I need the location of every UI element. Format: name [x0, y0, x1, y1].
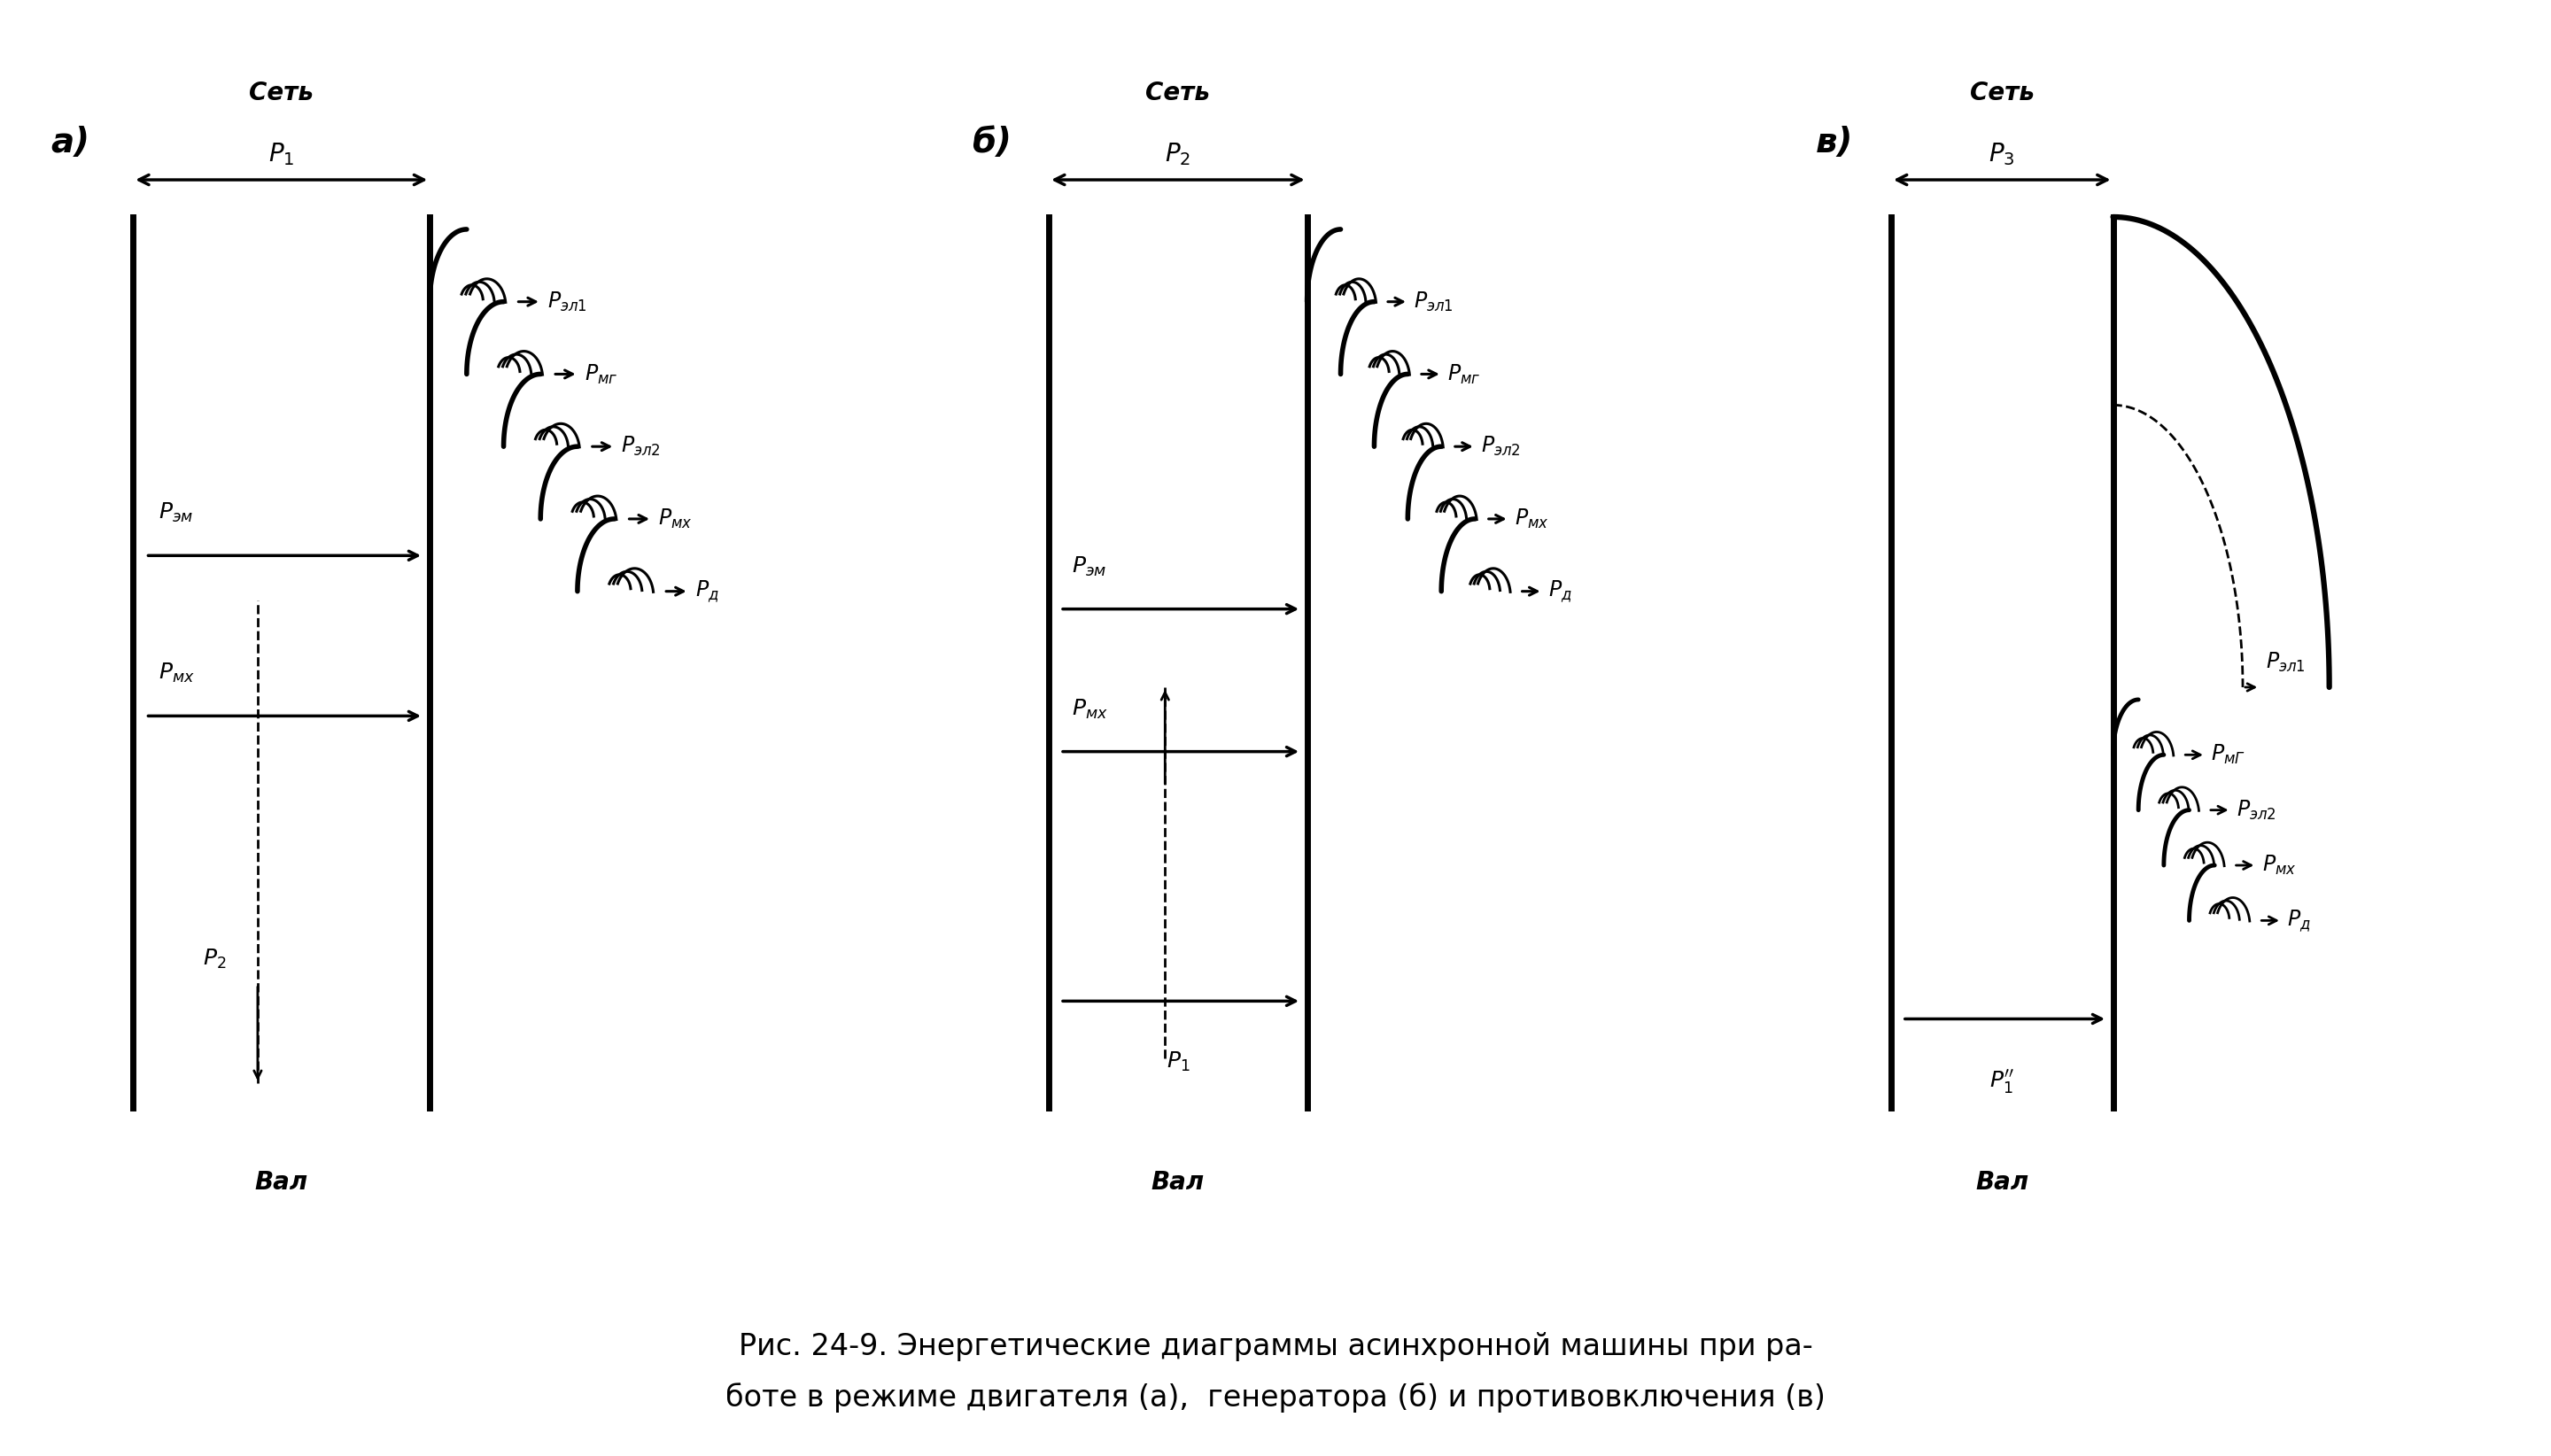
Text: $P_{эл1}$: $P_{эл1}$ — [548, 290, 587, 313]
Text: Вал: Вал — [255, 1171, 309, 1195]
Text: Сеть: Сеть — [250, 80, 314, 106]
Text: $P_2$: $P_2$ — [1166, 141, 1191, 167]
Text: Сеть: Сеть — [1969, 80, 2033, 106]
Text: $P_{д}$: $P_{д}$ — [1548, 578, 1571, 604]
Text: $P_{эм}$: $P_{эм}$ — [158, 501, 194, 524]
Text: $P_{д}$: $P_{д}$ — [2288, 909, 2311, 933]
Text: $P_{мг}$: $P_{мг}$ — [584, 363, 617, 386]
Text: $P_1$: $P_1$ — [1166, 1051, 1189, 1073]
Text: боте в режиме двигателя (а),  генератора (б) и противовключения (в): боте в режиме двигателя (а), генератора … — [724, 1382, 1827, 1412]
Text: Вал: Вал — [1974, 1171, 2028, 1195]
Text: $P_3$: $P_3$ — [1990, 141, 2015, 167]
Text: а): а) — [51, 125, 89, 160]
Text: $P_{эл2}$: $P_{эл2}$ — [2237, 798, 2275, 821]
Text: $P_1''$: $P_1''$ — [1990, 1069, 2015, 1096]
Text: $P_1$: $P_1$ — [268, 141, 293, 167]
Text: $P_{эл1}$: $P_{эл1}$ — [1413, 290, 1454, 313]
Text: $P_{д}$: $P_{д}$ — [696, 578, 719, 604]
Text: $P_{мх}$: $P_{мх}$ — [158, 662, 194, 684]
Text: $P_{эл1}$: $P_{эл1}$ — [2265, 651, 2306, 674]
Text: $P_{эл2}$: $P_{эл2}$ — [1482, 435, 1520, 459]
Text: $P_{мх}$: $P_{мх}$ — [2263, 853, 2296, 877]
Text: $P_{эм}$: $P_{эм}$ — [1071, 555, 1107, 578]
Text: Сеть: Сеть — [1145, 80, 1209, 106]
Text: в): в) — [1816, 125, 1852, 160]
Text: $P_{мх}$: $P_{мх}$ — [1515, 507, 1548, 530]
Text: $P_2$: $P_2$ — [202, 948, 227, 971]
Text: Вал: Вал — [1151, 1171, 1204, 1195]
Text: $P_{эл2}$: $P_{эл2}$ — [622, 435, 661, 459]
Text: $P_{мГ}$: $P_{мГ}$ — [2212, 743, 2245, 766]
Text: $P_{мх}$: $P_{мх}$ — [1071, 697, 1107, 721]
Text: Рис. 24-9. Энергетические диаграммы асинхронной машины при ра-: Рис. 24-9. Энергетические диаграммы асин… — [737, 1332, 1814, 1361]
Text: $P_{мх}$: $P_{мх}$ — [658, 507, 691, 530]
Text: $P_{мг}$: $P_{мг}$ — [1446, 363, 1480, 386]
Text: б): б) — [972, 125, 1010, 160]
